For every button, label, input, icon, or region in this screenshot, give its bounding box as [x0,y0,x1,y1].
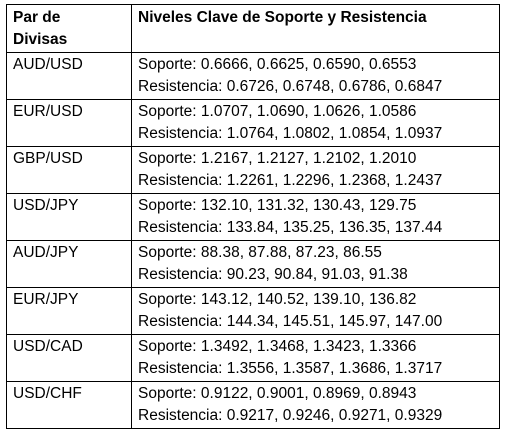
pair-cell: AUD/USD [6,52,132,100]
levels-cell: Soporte: 88.38, 87.88, 87.23, 86.55 Resi… [131,240,500,288]
pair-cell: EUR/USD [6,99,132,147]
table-row: AUD/JPY Soporte: 88.38, 87.88, 87.23, 86… [6,240,500,288]
support-levels: Soporte: 1.3492, 1.3468, 1.3423, 1.3366 [138,338,417,355]
pair-cell: EUR/JPY [6,287,132,335]
table-row: AUD/USD Soporte: 0.6666, 0.6625, 0.6590,… [6,52,500,100]
pair-cell: GBP/USD [6,146,132,194]
resistance-levels: Resistencia: 90.23, 90.84, 91.03, 91.38 [138,266,408,283]
support-levels: Soporte: 143.12, 140.52, 139.10, 136.82 [138,291,417,308]
levels-cell: Soporte: 0.9122, 0.9001, 0.8969, 0.8943 … [131,381,500,429]
levels-cell: Soporte: 1.3492, 1.3468, 1.3423, 1.3366 … [131,334,500,382]
resistance-levels: Resistencia: 133.84, 135.25, 136.35, 137… [138,219,443,236]
pair-cell: AUD/JPY [6,240,132,288]
table-row: USD/CAD Soporte: 1.3492, 1.3468, 1.3423,… [6,334,500,382]
resistance-levels: Resistencia: 1.2261, 1.2296, 1.2368, 1.2… [138,172,443,189]
pair-cell: USD/CAD [6,334,132,382]
levels-cell: Soporte: 0.6666, 0.6625, 0.6590, 0.6553 … [131,52,500,100]
header-pair-line1: Par de [13,9,61,26]
header-pair-line2: Divisas [13,31,68,48]
table-row: EUR/JPY Soporte: 143.12, 140.52, 139.10,… [6,287,500,335]
levels-cell: Soporte: 1.2167, 1.2127, 1.2102, 1.2010 … [131,146,500,194]
resistance-levels: Resistencia: 0.9217, 0.9246, 0.9271, 0.9… [138,407,443,424]
resistance-levels: Resistencia: 0.6726, 0.6748, 0.6786, 0.6… [138,78,443,95]
pair-cell: USD/JPY [6,193,132,241]
table-row: USD/JPY Soporte: 132.10, 131.32, 130.43,… [6,193,500,241]
support-levels: Soporte: 88.38, 87.88, 87.23, 86.55 [138,244,382,261]
header-row: Par de Divisas Niveles Clave de Soporte … [6,4,500,53]
table-row: USD/CHF Soporte: 0.9122, 0.9001, 0.8969,… [6,381,500,429]
levels-cell: Soporte: 132.10, 131.32, 130.43, 129.75 … [131,193,500,241]
support-levels: Soporte: 132.10, 131.32, 130.43, 129.75 [138,197,417,214]
header-levels-label: Niveles Clave de Soporte y Resistencia [138,9,427,26]
table-row: EUR/USD Soporte: 1.0707, 1.0690, 1.0626,… [6,99,500,147]
levels-cell: Soporte: 143.12, 140.52, 139.10, 136.82 … [131,287,500,335]
table-row: GBP/USD Soporte: 1.2167, 1.2127, 1.2102,… [6,146,500,194]
support-levels: Soporte: 1.0707, 1.0690, 1.0626, 1.0586 [138,103,417,120]
pair-cell: USD/CHF [6,381,132,429]
header-currency-pair: Par de Divisas [6,4,132,53]
resistance-levels: Resistencia: 1.0764, 1.0802, 1.0854, 1.0… [138,125,443,142]
support-levels: Soporte: 0.9122, 0.9001, 0.8969, 0.8943 [138,385,417,402]
support-levels: Soporte: 1.2167, 1.2127, 1.2102, 1.2010 [138,150,417,167]
levels-cell: Soporte: 1.0707, 1.0690, 1.0626, 1.0586 … [131,99,500,147]
support-resistance-table: Par de Divisas Niveles Clave de Soporte … [6,4,500,429]
resistance-levels: Resistencia: 1.3556, 1.3587, 1.3686, 1.3… [138,360,443,377]
header-key-levels: Niveles Clave de Soporte y Resistencia [131,4,500,53]
support-levels: Soporte: 0.6666, 0.6625, 0.6590, 0.6553 [138,56,417,73]
resistance-levels: Resistencia: 144.34, 145.51, 145.97, 147… [138,313,443,330]
